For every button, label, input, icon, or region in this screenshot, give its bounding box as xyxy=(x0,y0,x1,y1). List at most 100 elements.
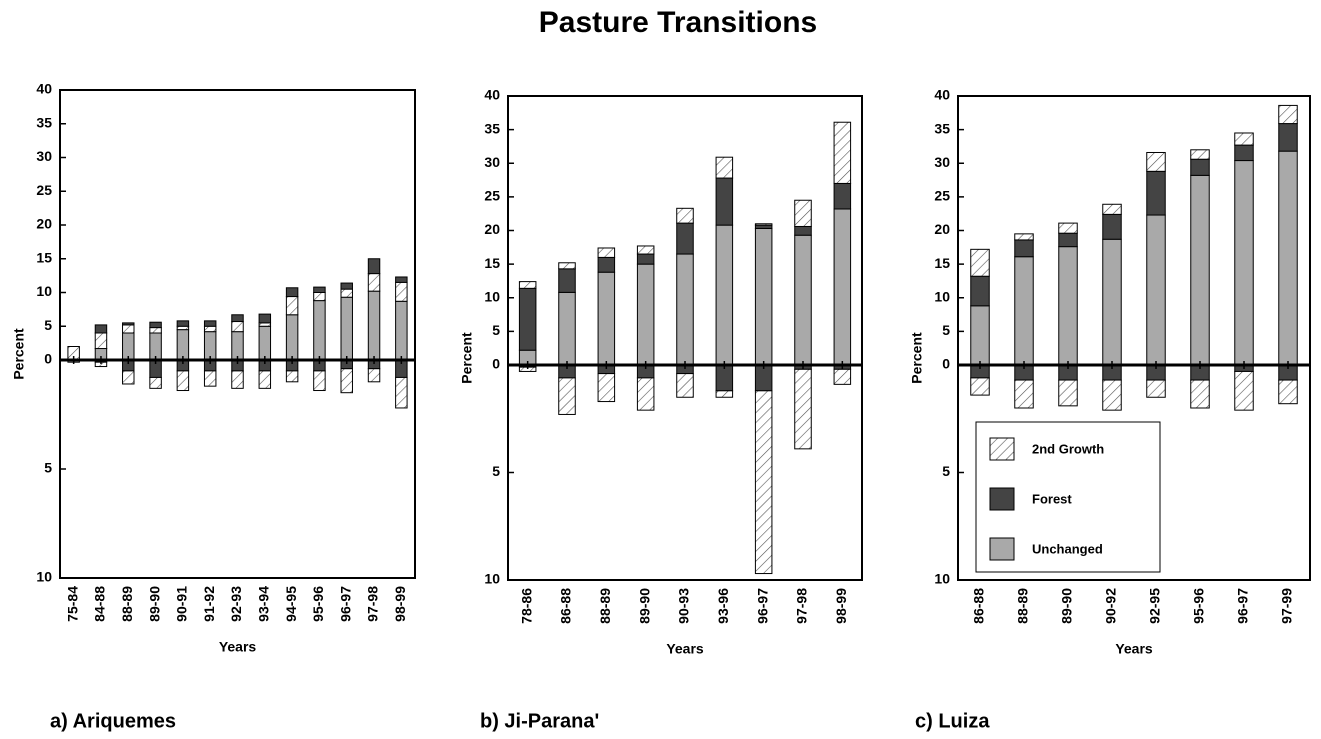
bar-segment xyxy=(636,253,655,265)
x-tick-label: 91-92 xyxy=(201,586,217,622)
y2-tick-label: 5 xyxy=(44,460,52,476)
y-tick-label: 25 xyxy=(934,188,950,204)
bar-segment xyxy=(285,296,299,316)
bar-segment xyxy=(558,291,576,366)
bar-segment xyxy=(1234,132,1254,146)
y-tick-label: 15 xyxy=(36,249,52,265)
x-tick-label: 86-88 xyxy=(971,588,987,624)
loss-bar-segment xyxy=(395,376,408,409)
x-tick-label: 88-89 xyxy=(597,588,613,624)
x-tick-label: 92-93 xyxy=(228,586,244,622)
x-tick-label: 95-96 xyxy=(1191,588,1207,624)
x-tick-label: 89-90 xyxy=(146,586,162,622)
loss-bar-segment xyxy=(558,377,576,415)
x-tick-label: 92-95 xyxy=(1147,588,1163,624)
loss-bar-segment xyxy=(1234,370,1254,411)
loss-bar-segment xyxy=(203,370,217,387)
loss-bar-segment xyxy=(1014,379,1034,409)
bar-segment xyxy=(970,248,990,277)
bar-segment xyxy=(94,332,108,350)
loss-bar-segment xyxy=(1278,379,1298,405)
bar-segment xyxy=(558,268,576,293)
bar-segment xyxy=(176,329,190,361)
y-axis-label: Percent xyxy=(11,328,27,380)
bar-segment xyxy=(794,199,812,227)
bar-segment xyxy=(794,225,812,236)
bar-segment xyxy=(1102,213,1122,240)
y-tick-label: 20 xyxy=(934,221,950,237)
loss-bar-segment xyxy=(285,370,299,383)
y-tick-label: 30 xyxy=(36,148,52,164)
y-tick-label: 35 xyxy=(934,120,950,136)
x-axis-label: Years xyxy=(219,639,257,655)
x-tick-label: 96-97 xyxy=(337,586,353,622)
x-tick-label: 90-92 xyxy=(1103,588,1119,624)
bar-segment xyxy=(176,320,190,327)
x-tick-label: 88-89 xyxy=(119,586,135,622)
y-axis-label: Percent xyxy=(909,332,925,384)
y-tick-label: 0 xyxy=(44,351,52,367)
legend-swatch xyxy=(989,437,1015,461)
bar-segment xyxy=(258,325,272,361)
bar-segment xyxy=(1014,256,1034,366)
bar-segment xyxy=(1014,239,1034,258)
y-tick-label: 25 xyxy=(36,182,52,198)
y-tick-label: 0 xyxy=(942,356,950,372)
loss-bar-segment xyxy=(1058,379,1078,407)
bar-segment xyxy=(1278,104,1298,125)
bar-segment xyxy=(340,288,353,298)
x-tick-label: 84-88 xyxy=(92,586,108,622)
bar-segment xyxy=(203,325,217,333)
loss-bar-segment xyxy=(636,377,655,411)
bar-segment xyxy=(715,156,734,179)
bar-segment xyxy=(1190,174,1210,366)
y2-tick-label: 5 xyxy=(942,463,950,479)
bar-segment xyxy=(395,276,408,283)
bar-segment xyxy=(794,234,812,366)
bar-segment xyxy=(1058,246,1078,366)
bar-segment xyxy=(231,321,244,333)
x-tick-label: 88-89 xyxy=(1015,588,1031,624)
y-tick-label: 30 xyxy=(484,154,500,170)
panel-caption: b) Ji-Parana' xyxy=(480,710,599,732)
y-tick-label: 40 xyxy=(36,81,52,97)
y-tick-label: 15 xyxy=(934,255,950,271)
loss-bar-segment xyxy=(149,376,162,389)
y-tick-label: 40 xyxy=(934,87,950,103)
bar-segment xyxy=(176,325,190,331)
panel-caption: a) Ariquemes xyxy=(50,710,176,732)
bar-segment xyxy=(340,282,353,290)
legend-swatch xyxy=(989,537,1015,561)
y-tick-label: 15 xyxy=(484,255,500,271)
y2-tick-label: 10 xyxy=(484,571,500,587)
y-tick-label: 10 xyxy=(934,288,950,304)
bar-segment xyxy=(122,322,135,326)
y-tick-label: 5 xyxy=(492,322,500,338)
loss-bar-segment xyxy=(1102,379,1122,411)
y-tick-label: 5 xyxy=(44,317,52,333)
plot-frame xyxy=(957,95,1311,581)
bar-segment xyxy=(340,296,353,361)
bar-segment xyxy=(395,300,408,361)
bar-segment xyxy=(636,245,655,255)
loss-bar-segment xyxy=(715,390,734,398)
loss-bar-segment xyxy=(313,370,326,392)
legend-label: Forest xyxy=(1032,491,1072,506)
loss-bar-segment xyxy=(231,370,244,389)
y-tick-label: 25 xyxy=(484,188,500,204)
y-tick-label: 35 xyxy=(36,114,52,130)
x-tick-label: 97-98 xyxy=(365,586,381,622)
plot-frame xyxy=(507,95,863,581)
x-tick-label: 95-96 xyxy=(310,586,326,622)
loss-bar-segment xyxy=(258,370,272,389)
bar-segment xyxy=(1146,214,1166,366)
x-tick-label: 97-99 xyxy=(1279,588,1295,624)
bar-segment xyxy=(676,207,694,224)
x-tick-label: 89-90 xyxy=(1059,588,1075,624)
bar-segment xyxy=(1014,233,1034,241)
bar-segment xyxy=(636,263,655,366)
bar-segment xyxy=(754,223,773,226)
loss-bar-segment xyxy=(970,377,990,396)
y2-tick-label: 5 xyxy=(492,463,500,479)
bar-segment xyxy=(970,305,990,366)
